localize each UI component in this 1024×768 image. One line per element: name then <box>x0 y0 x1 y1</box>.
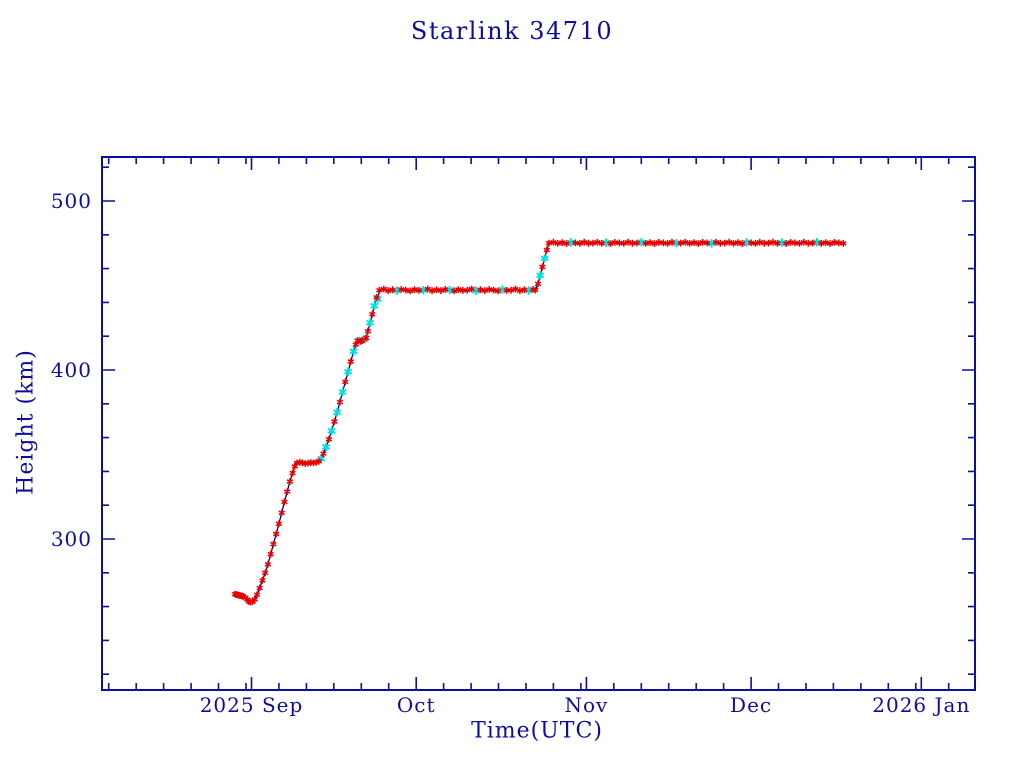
y-tick-label: 300 <box>51 527 92 551</box>
height-line <box>234 241 844 603</box>
y-tick-label: 400 <box>51 358 92 382</box>
x-tick-label: 2026 Jan <box>872 693 970 717</box>
axis-ticks <box>102 157 975 690</box>
y-tick-label: 500 <box>51 189 92 213</box>
x-tick-label: Nov <box>564 693 608 717</box>
x-tick-label: Oct <box>397 693 436 717</box>
cyan-markers <box>317 238 821 463</box>
x-tick-label: 2025 Sep <box>200 693 304 717</box>
chart-title: Starlink 34710 <box>410 17 614 45</box>
x-tick-label: Dec <box>730 693 772 717</box>
plot-border <box>101 156 976 691</box>
x-axis-title: Time(UTC) <box>471 718 603 744</box>
red-markers <box>231 238 847 606</box>
